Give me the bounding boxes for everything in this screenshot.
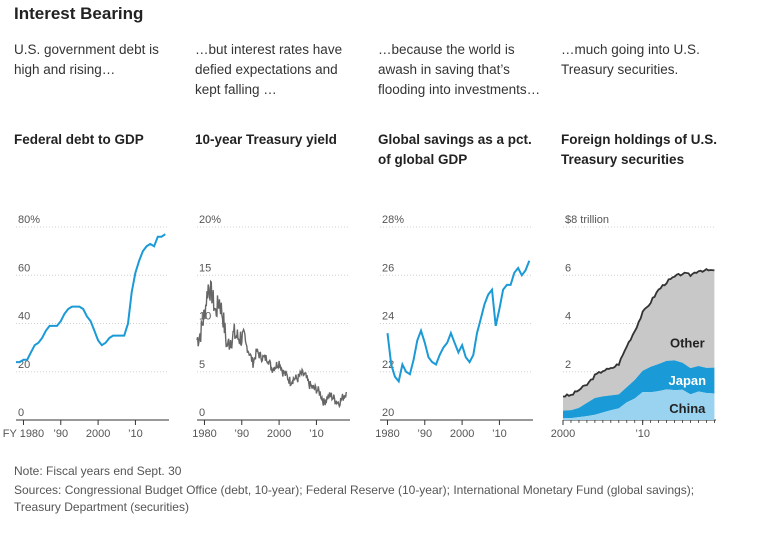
- y-tick-label: 0: [18, 407, 24, 419]
- y-tick-label: 6: [565, 262, 571, 274]
- y-tick-label: 20%: [199, 214, 221, 226]
- y-tick-label: 80%: [18, 214, 40, 226]
- chart-note: Note: Fiscal years end Sept. 30: [14, 464, 182, 478]
- x-tick-label: 1980: [192, 428, 216, 440]
- y-tick-label: 2: [565, 359, 571, 371]
- china-area: [563, 389, 715, 420]
- y-tick-label: 60: [18, 262, 30, 274]
- x-tick-label: 1980: [375, 428, 399, 440]
- y-tick-label: 28%: [382, 214, 404, 226]
- japan-area: [563, 360, 715, 419]
- y-tick-label: 0: [199, 407, 205, 419]
- panel-title: Foreign holdings of U.S. Treasury securi…: [561, 132, 717, 167]
- y-tick-label: 40: [18, 311, 30, 323]
- chart-sources: Sources: Congressional Budget Office (de…: [14, 483, 695, 514]
- panel-lede: …but interest rates have defied expectat…: [195, 42, 343, 97]
- series-label-japan: Japan: [669, 373, 707, 388]
- panel-foreign-holdings: …much going into U.S. Treasury securitie…: [551, 0, 736, 460]
- y-tick-label: 26: [382, 262, 394, 274]
- x-tick-label: 2000: [450, 428, 474, 440]
- y-tick-label: 20: [382, 407, 394, 419]
- y-tick-label: 5: [199, 359, 205, 371]
- series-label-china: China: [669, 401, 706, 416]
- x-tick-label: ’90: [417, 428, 432, 440]
- x-tick-label: ’10: [128, 428, 143, 440]
- x-tick-label: 2000: [551, 428, 575, 440]
- x-tick-label: ’10: [309, 428, 324, 440]
- x-tick-label: ’90: [234, 428, 249, 440]
- panel-title: Global savings as a pct. of global GDP: [378, 132, 532, 167]
- x-tick-label: ’10: [492, 428, 507, 440]
- panel-federal-debt: U.S. government debt is high and rising……: [3, 0, 189, 460]
- panel-treasury-yield: …but interest rates have defied expectat…: [192, 0, 370, 460]
- x-tick-label: 2000: [267, 428, 291, 440]
- yield-line: [196, 279, 347, 409]
- y-tick-label: 4: [565, 311, 571, 323]
- foreign-holdings-chart: $8 trillion6420OtherJapanChina2000’10: [551, 214, 716, 440]
- panel-global-savings: …because the world is awash in saving th…: [375, 0, 553, 460]
- panel-lede: …much going into U.S. Treasury securitie…: [561, 42, 700, 77]
- other-area: [563, 270, 715, 411]
- panel-lede: U.S. government debt is high and rising…: [14, 42, 159, 77]
- panel-title: Federal debt to GDP: [14, 132, 144, 147]
- savings-line: [386, 260, 531, 384]
- total-line: [562, 268, 715, 398]
- y-tick-label: 15: [199, 262, 211, 274]
- x-tick-label: FY 1980: [3, 428, 44, 440]
- panel-lede: …because the world is awash in saving th…: [378, 42, 541, 97]
- y-tick-label: 24: [382, 311, 394, 323]
- panel-title: 10-year Treasury yield: [195, 132, 337, 147]
- debt-line: [16, 233, 166, 364]
- x-tick-label: ’10: [635, 428, 650, 440]
- y-tick-label: $8 trillion: [565, 214, 609, 226]
- series-label-other: Other: [670, 336, 705, 351]
- x-tick-label: ’90: [53, 428, 68, 440]
- page-title: Interest Bearing: [14, 4, 144, 23]
- x-tick-label: 2000: [86, 428, 110, 440]
